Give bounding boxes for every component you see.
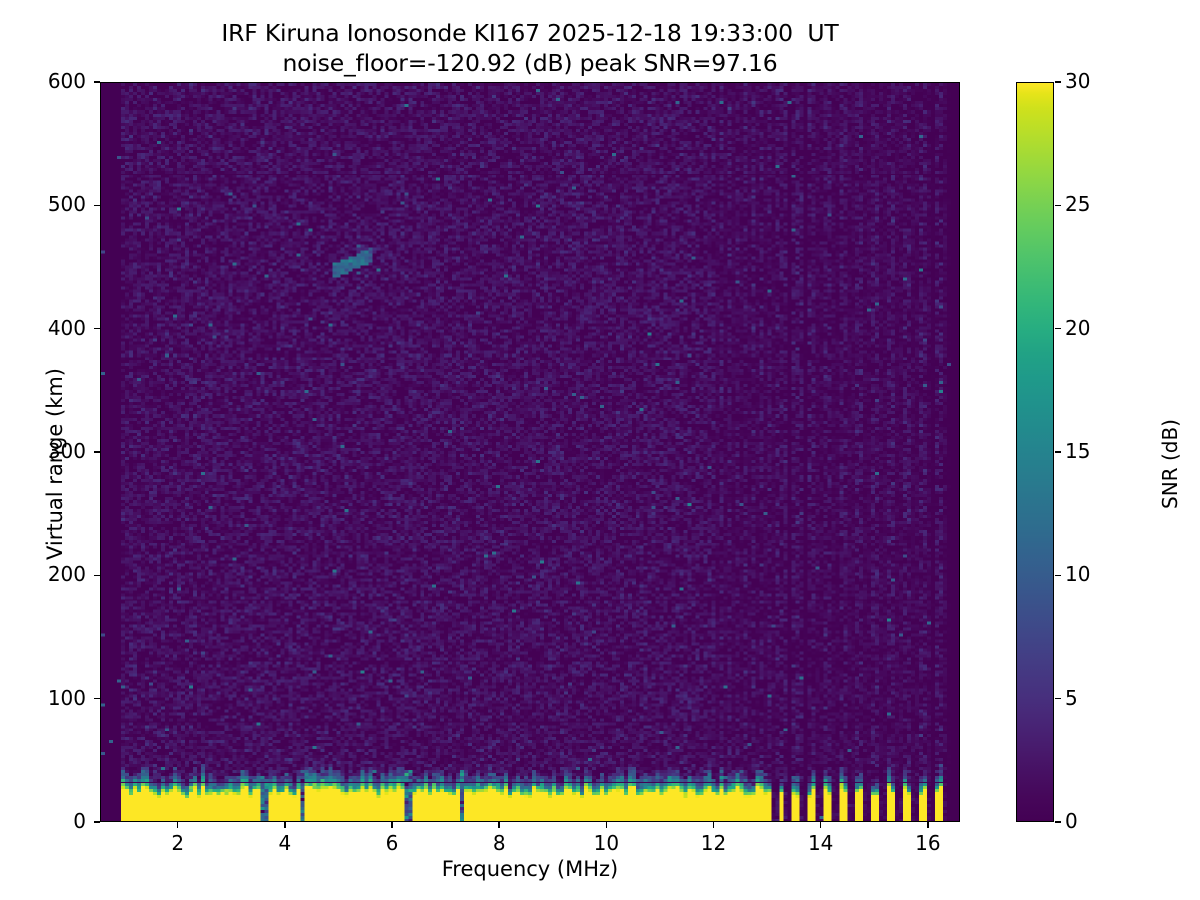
y-tick-mark	[94, 451, 100, 453]
colorbar-tick-label: 25	[1065, 192, 1091, 217]
x-tick-mark	[284, 822, 286, 828]
title-line-1: IRF Kiruna Ionosonde KI167 2025-12-18 19…	[221, 19, 839, 47]
colorbar	[1016, 82, 1054, 822]
colorbar-tick-mark	[1055, 204, 1061, 207]
y-tick-mark	[94, 81, 100, 83]
y-tick-mark	[94, 204, 100, 207]
colorbar-tick-mark	[1055, 697, 1061, 700]
plot-axes	[100, 82, 960, 822]
y-tick-label: 400	[47, 315, 86, 340]
y-tick-label: 200	[47, 562, 86, 587]
y-tick-label: 600	[47, 69, 86, 93]
y-tick-mark	[94, 697, 100, 700]
x-tick-label: 12	[700, 831, 727, 855]
colorbar-tick-label: 5	[1065, 685, 1078, 710]
colorbar-tick-label: 15	[1065, 439, 1091, 463]
x-tick-label: 14	[807, 831, 834, 855]
colorbar-tick-mark	[1055, 821, 1061, 823]
x-tick-mark	[927, 822, 929, 828]
y-tick-mark	[94, 574, 100, 577]
y-axis-label: Virtual range (km)	[43, 367, 67, 561]
y-tick-label: 500	[47, 192, 86, 217]
x-tick-label: 2	[171, 831, 185, 855]
y-tick-label: 300	[47, 439, 86, 463]
x-tick-mark	[498, 822, 500, 828]
x-tick-label: 16	[915, 831, 941, 855]
colorbar-label: SNR (dB)	[1158, 419, 1182, 509]
x-tick-mark	[712, 822, 715, 828]
x-tick-mark	[176, 822, 179, 828]
colorbar-tick-label: 0	[1065, 809, 1078, 833]
colorbar-tick-label: 10	[1065, 562, 1091, 587]
colorbar-tick-label: 30	[1065, 69, 1091, 93]
ionogram-heatmap	[101, 83, 959, 821]
colorbar-tick-label: 20	[1065, 315, 1091, 340]
x-tick-mark	[605, 822, 608, 828]
x-tick-mark	[819, 822, 822, 828]
figure-title: IRF Kiruna Ionosonde KI167 2025-12-18 19…	[100, 18, 960, 78]
x-tick-label: 10	[593, 831, 620, 855]
y-tick-mark	[94, 327, 100, 330]
y-tick-mark	[94, 821, 100, 823]
x-tick-mark	[391, 822, 393, 828]
colorbar-tick-mark	[1055, 451, 1061, 453]
colorbar-tick-mark	[1055, 574, 1061, 577]
y-tick-label: 0	[73, 809, 86, 833]
x-tick-label: 8	[492, 831, 506, 855]
y-tick-label: 100	[47, 685, 86, 710]
title-line-2: noise_floor=-120.92 (dB) peak SNR=97.16	[282, 49, 778, 78]
x-tick-label: 6	[385, 831, 399, 855]
colorbar-tick-mark	[1055, 81, 1061, 83]
colorbar-gradient	[1017, 83, 1053, 821]
colorbar-tick-mark	[1055, 327, 1061, 330]
x-tick-label: 4	[278, 831, 292, 855]
x-axis-label: Frequency (MHz)	[441, 857, 619, 881]
